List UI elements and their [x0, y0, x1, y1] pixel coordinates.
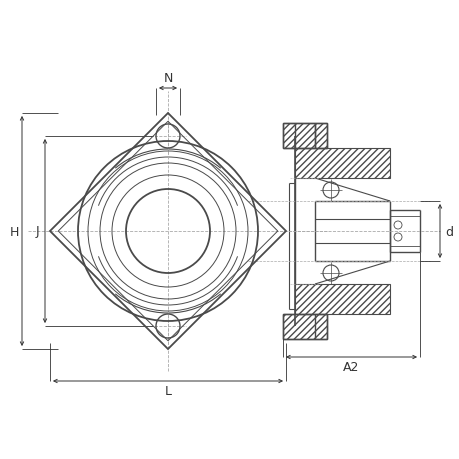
Bar [294, 285, 389, 314]
Bar [282, 124, 326, 149]
Bar [294, 149, 389, 179]
Bar [282, 314, 326, 339]
Text: L: L [164, 385, 171, 397]
Text: J: J [35, 225, 39, 238]
Text: N: N [163, 73, 172, 85]
Text: d: d [444, 225, 452, 238]
Text: H: H [9, 225, 19, 238]
Text: A2: A2 [342, 361, 359, 374]
